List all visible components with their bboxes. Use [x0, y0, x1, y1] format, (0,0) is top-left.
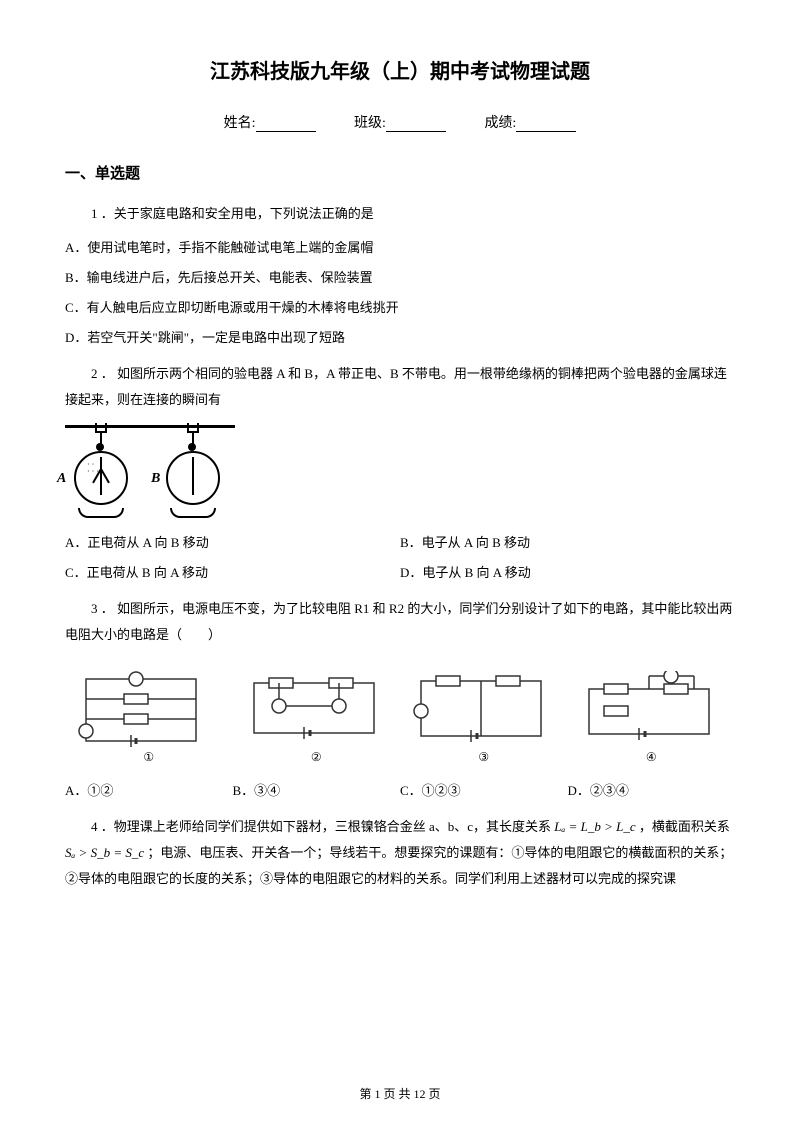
q3-options: A．①② B．③④ C．①②③ D．②③④ — [65, 778, 735, 804]
q2-option-c: C．正电荷从 B 向 A 移动 — [65, 560, 400, 586]
q2-option-a: A．正电荷从 A 向 B 移动 — [65, 530, 400, 556]
class-blank — [386, 118, 446, 132]
q3-option-a: A．①② — [65, 778, 233, 804]
class-label: 班级: — [354, 116, 386, 131]
page-footer: 第 1 页 共 12 页 — [0, 1085, 800, 1102]
q4-formula-1: Lₐ = L_b > L_c — [554, 819, 635, 834]
name-label: 姓名: — [224, 116, 256, 131]
circuit-2: ② — [244, 671, 389, 761]
circuit-1: ① — [76, 671, 221, 761]
q1-option-a: A．使用试电笔时，手指不能触碰试电笔上端的金属帽 — [65, 235, 735, 261]
electroscope-label-b: B — [151, 471, 160, 487]
q2-stem: 2 ． 如图所示两个相同的验电器 A 和 B，A 带正电、B 不带电。用一根带绝… — [65, 361, 735, 413]
q4-p3: ；电源、电压表、开关各一个；导线若干。想要探究的课题有：①导体的电阻跟它的横截面… — [65, 845, 732, 886]
q2-options-row1: A．正电荷从 A 向 B 移动 B．电子从 A 向 B 移动 — [65, 530, 735, 556]
circuit-2-label: ② — [311, 750, 322, 765]
score-label: 成绩: — [484, 116, 516, 131]
q4-p2: ，横截面积关系 — [639, 819, 730, 834]
q4-formula-2: Sₐ > S_b = S_c — [65, 845, 144, 860]
circuit-4-label: ④ — [646, 750, 657, 765]
q1-stem: 1 ．关于家庭电路和安全用电，下列说法正确的是 — [65, 201, 735, 227]
score-blank — [516, 118, 576, 132]
q2-option-d: D．电子从 B 向 A 移动 — [400, 560, 735, 586]
electroscope-diagram: A B · ·· · · — [65, 423, 235, 518]
q4-p1: 4 ．物理课上老师给同学们提供如下器材，三根镍铬合金丝 a、b、c，其长度关系 — [91, 819, 551, 834]
circuit-3-label: ③ — [478, 750, 489, 765]
q1-option-b: B．输电线进户后，先后接总开关、电能表、保险装置 — [65, 265, 735, 291]
q3-option-b: B．③④ — [233, 778, 401, 804]
electroscope-label-a: A — [57, 471, 66, 487]
circuit-4: ④ — [579, 671, 724, 761]
q2-option-b: B．电子从 A 向 B 移动 — [400, 530, 735, 556]
q2-figure: A B · ·· · · — [65, 423, 735, 518]
q3-stem: 3 ． 如图所示，电源电压不变，为了比较电阻 R1 和 R2 的大小，同学们分别… — [65, 596, 735, 648]
q3-option-d: D．②③④ — [568, 778, 736, 804]
q2-options-row2: C．正电荷从 B 向 A 移动 D．电子从 B 向 A 移动 — [65, 560, 735, 586]
q1-option-d: D．若空气开关"跳闸"，一定是电路中出现了短路 — [65, 325, 735, 351]
name-blank — [256, 118, 316, 132]
q3-circuits: ① ② ③ — [65, 666, 735, 766]
exam-title: 江苏科技版九年级（上）期中考试物理试题 — [65, 55, 735, 84]
section-1-header: 一、单选题 — [65, 162, 735, 183]
circuit-1-label: ① — [143, 750, 154, 765]
q3-option-c: C．①②③ — [400, 778, 568, 804]
q1-option-c: C．有人触电后应立即切断电源或用干燥的木棒将电线挑开 — [65, 295, 735, 321]
student-info-row: 姓名: 班级: 成绩: — [65, 112, 735, 132]
circuit-3: ③ — [411, 671, 556, 761]
q4-stem: 4 ．物理课上老师给同学们提供如下器材，三根镍铬合金丝 a、b、c，其长度关系 … — [65, 814, 735, 892]
